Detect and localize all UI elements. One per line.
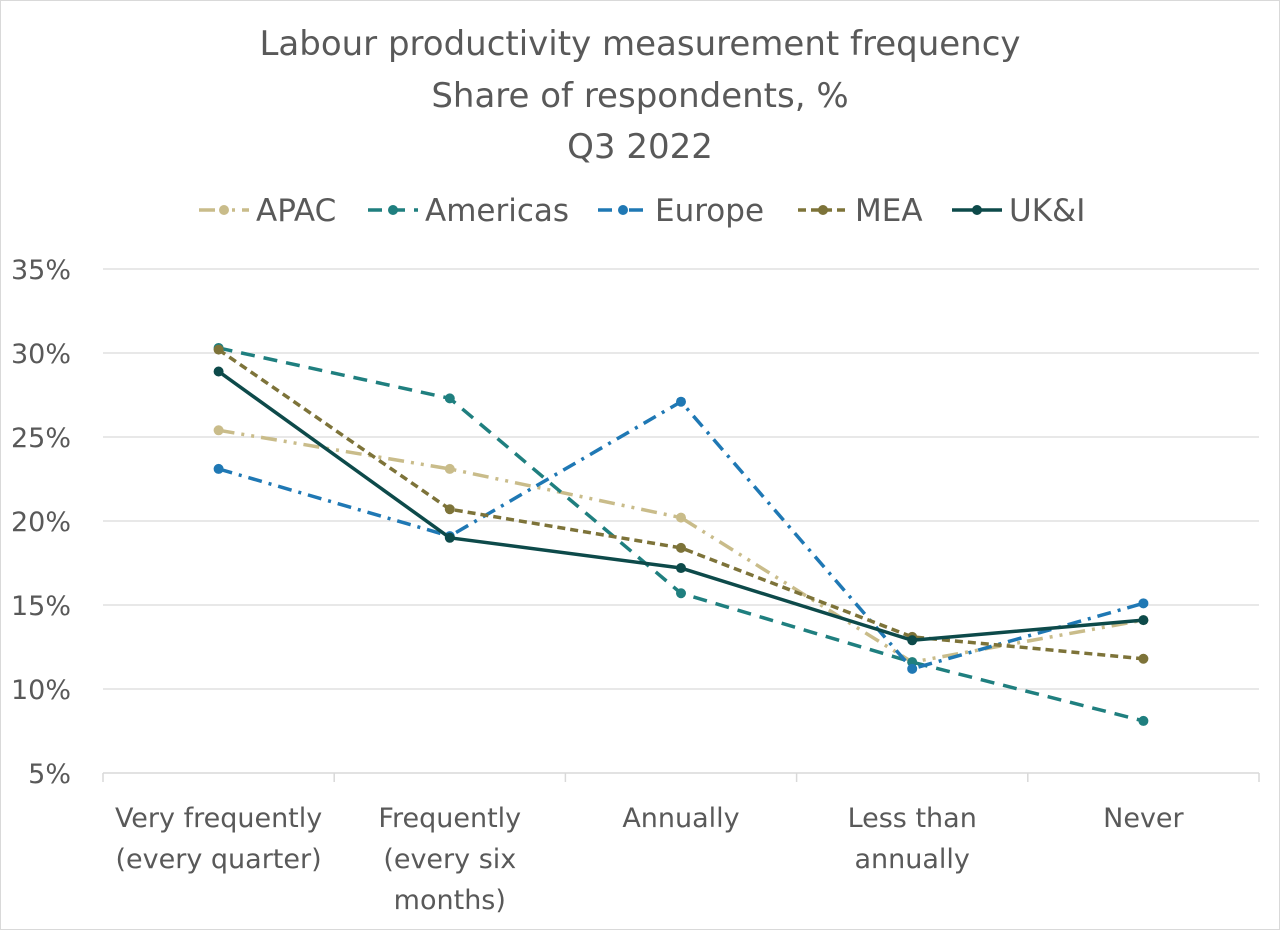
category-label: Very frequently (every quarter) bbox=[115, 803, 322, 875]
data-point-uk-i bbox=[907, 635, 918, 646]
legend-marker bbox=[618, 205, 628, 215]
legend-item-mea: MEA bbox=[798, 193, 923, 229]
legend-marker bbox=[219, 205, 229, 215]
legend-item-uk-i: UK&I bbox=[952, 193, 1085, 229]
data-point-uk-i bbox=[676, 563, 686, 574]
category-label-line: Annually bbox=[622, 803, 739, 834]
y-tick-label: 20% bbox=[11, 507, 71, 538]
y-tick-label: 35% bbox=[11, 255, 71, 286]
y-tick-label: 15% bbox=[11, 591, 71, 622]
category-label-line: months) bbox=[394, 885, 506, 916]
category-label: Frequently (every six months) bbox=[378, 803, 521, 916]
data-point-mea bbox=[444, 504, 455, 515]
gridlines bbox=[103, 268, 1259, 690]
legend-label: Americas bbox=[425, 193, 569, 229]
y-axis-tick-labels: 5% 10% 15% 20% 25% 30% 35% bbox=[11, 255, 71, 790]
chart-title: Labour productivity measurement frequenc… bbox=[259, 24, 1020, 167]
legend-label: Europe bbox=[655, 193, 764, 229]
data-point-europe bbox=[1138, 598, 1149, 609]
series-line-uk-i bbox=[217, 370, 1144, 643]
x-axis-category-labels: Very frequently (every quarter) Frequently… bbox=[115, 803, 1185, 916]
data-point-americas bbox=[444, 393, 455, 404]
category-label-line: Very frequently bbox=[115, 803, 322, 834]
data-point-uk-i bbox=[444, 532, 455, 543]
chart-title-line-2: Share of respondents, % bbox=[431, 76, 848, 116]
data-point-europe bbox=[676, 396, 686, 407]
category-label: Annually bbox=[622, 803, 739, 834]
data-point-mea bbox=[213, 344, 224, 355]
series-lines bbox=[213, 342, 1149, 726]
data-point-europe bbox=[213, 463, 224, 474]
data-point-uk-i bbox=[1138, 615, 1149, 626]
legend-item-apac: APAC bbox=[199, 193, 336, 229]
category-label-line: Never bbox=[1103, 803, 1184, 834]
data-point-apac bbox=[444, 463, 455, 474]
legend-label: MEA bbox=[855, 193, 923, 229]
chart-title-line-3: Q3 2022 bbox=[567, 127, 713, 167]
category-label: Less than annually bbox=[848, 803, 977, 875]
data-point-mea bbox=[1138, 653, 1149, 664]
data-point-europe bbox=[907, 663, 918, 674]
chart-legend: APAC Americas Europe MEA UK&I bbox=[199, 193, 1085, 229]
legend-item-europe: Europe bbox=[598, 193, 764, 229]
series-line-mea bbox=[217, 348, 1144, 661]
category-label-line: Less than bbox=[848, 803, 977, 834]
category-label-line: (every six bbox=[383, 844, 516, 875]
data-point-mea bbox=[676, 542, 686, 553]
category-label-line: (every quarter) bbox=[116, 844, 322, 875]
y-tick-label: 25% bbox=[11, 423, 71, 454]
y-tick-label: 10% bbox=[11, 675, 71, 706]
y-tick-label: 5% bbox=[28, 759, 71, 790]
y-tick-label: 30% bbox=[11, 339, 71, 370]
legend-marker bbox=[818, 205, 828, 215]
legend-marker bbox=[972, 205, 982, 215]
legend-marker bbox=[388, 205, 398, 215]
series-uk-i bbox=[213, 366, 1149, 646]
category-label: Never bbox=[1103, 803, 1184, 834]
x-axis bbox=[102, 772, 1260, 782]
legend-item-americas: Americas bbox=[368, 193, 569, 229]
data-point-apac bbox=[676, 512, 686, 523]
chart-title-line-1: Labour productivity measurement frequenc… bbox=[259, 24, 1020, 64]
category-label-line: annually bbox=[854, 844, 969, 875]
series-line-europe bbox=[218, 399, 1144, 671]
data-point-americas bbox=[676, 588, 686, 599]
legend-label: UK&I bbox=[1009, 193, 1085, 229]
data-point-uk-i bbox=[213, 366, 224, 377]
category-label-line: Frequently bbox=[378, 803, 521, 834]
series-mea bbox=[213, 344, 1149, 664]
legend-label: APAC bbox=[256, 193, 336, 229]
data-point-apac bbox=[213, 425, 224, 436]
data-point-americas bbox=[1138, 715, 1149, 726]
